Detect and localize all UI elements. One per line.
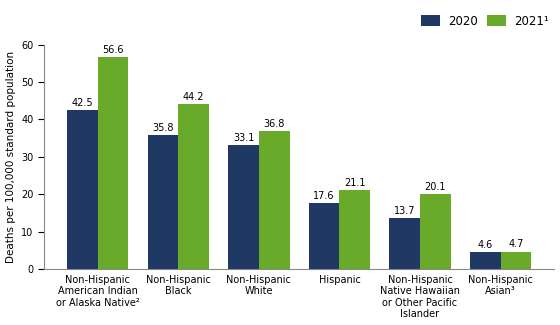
Text: 4.6: 4.6 — [478, 240, 493, 250]
Bar — [67, 110, 98, 269]
Text: 21.1: 21.1 — [344, 178, 366, 188]
Text: 13.7: 13.7 — [394, 206, 416, 215]
Text: 56.6: 56.6 — [102, 45, 124, 55]
Bar — [389, 218, 420, 269]
Text: 44.2: 44.2 — [183, 92, 204, 101]
Bar — [501, 252, 531, 269]
Bar — [339, 190, 370, 269]
Text: 35.8: 35.8 — [152, 123, 174, 133]
Text: 17.6: 17.6 — [314, 191, 335, 201]
Y-axis label: Deaths per 100,000 standard population: Deaths per 100,000 standard population — [6, 51, 16, 263]
Bar — [228, 145, 259, 269]
Text: 33.1: 33.1 — [233, 133, 254, 143]
Bar — [259, 131, 290, 269]
Bar — [98, 58, 128, 269]
Bar — [148, 135, 178, 269]
Text: 36.8: 36.8 — [264, 119, 285, 129]
Bar — [470, 252, 501, 269]
Bar — [420, 194, 451, 269]
Text: 42.5: 42.5 — [72, 98, 93, 108]
Text: 20.1: 20.1 — [424, 182, 446, 192]
Bar — [309, 203, 339, 269]
Legend: 2020, 2021¹: 2020, 2021¹ — [416, 10, 554, 32]
Bar — [178, 104, 209, 269]
Text: 4.7: 4.7 — [508, 239, 524, 249]
